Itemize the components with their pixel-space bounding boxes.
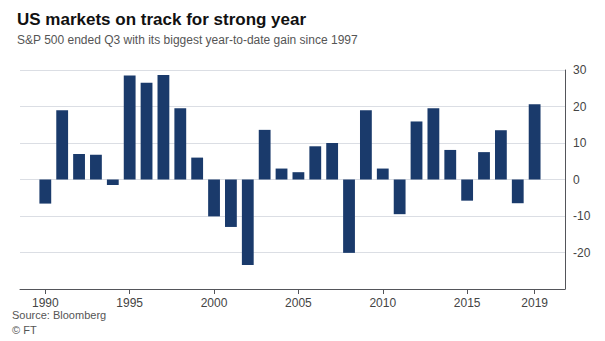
svg-text:0: 0 [573,173,580,187]
svg-text:US markets on track for strong: US markets on track for strong year [17,10,306,29]
svg-text:2010: 2010 [369,296,396,310]
svg-text:-20: -20 [573,246,591,260]
svg-text:2015: 2015 [454,296,481,310]
svg-text:2000: 2000 [201,296,228,310]
svg-text:1990: 1990 [32,296,59,310]
svg-text:S&P 500 ended Q3 with its bigg: S&P 500 ended Q3 with its biggest year-t… [17,33,358,47]
svg-text:-10: -10 [573,209,591,223]
svg-text:Source: Bloomberg: Source: Bloomberg [12,309,106,321]
svg-text:10: 10 [573,136,587,150]
svg-text:© FT: © FT [12,324,37,336]
svg-text:30: 30 [573,63,587,77]
svg-text:2005: 2005 [285,296,312,310]
svg-text:20: 20 [573,100,587,114]
svg-text:1995: 1995 [116,296,143,310]
svg-text:2019: 2019 [521,296,548,310]
